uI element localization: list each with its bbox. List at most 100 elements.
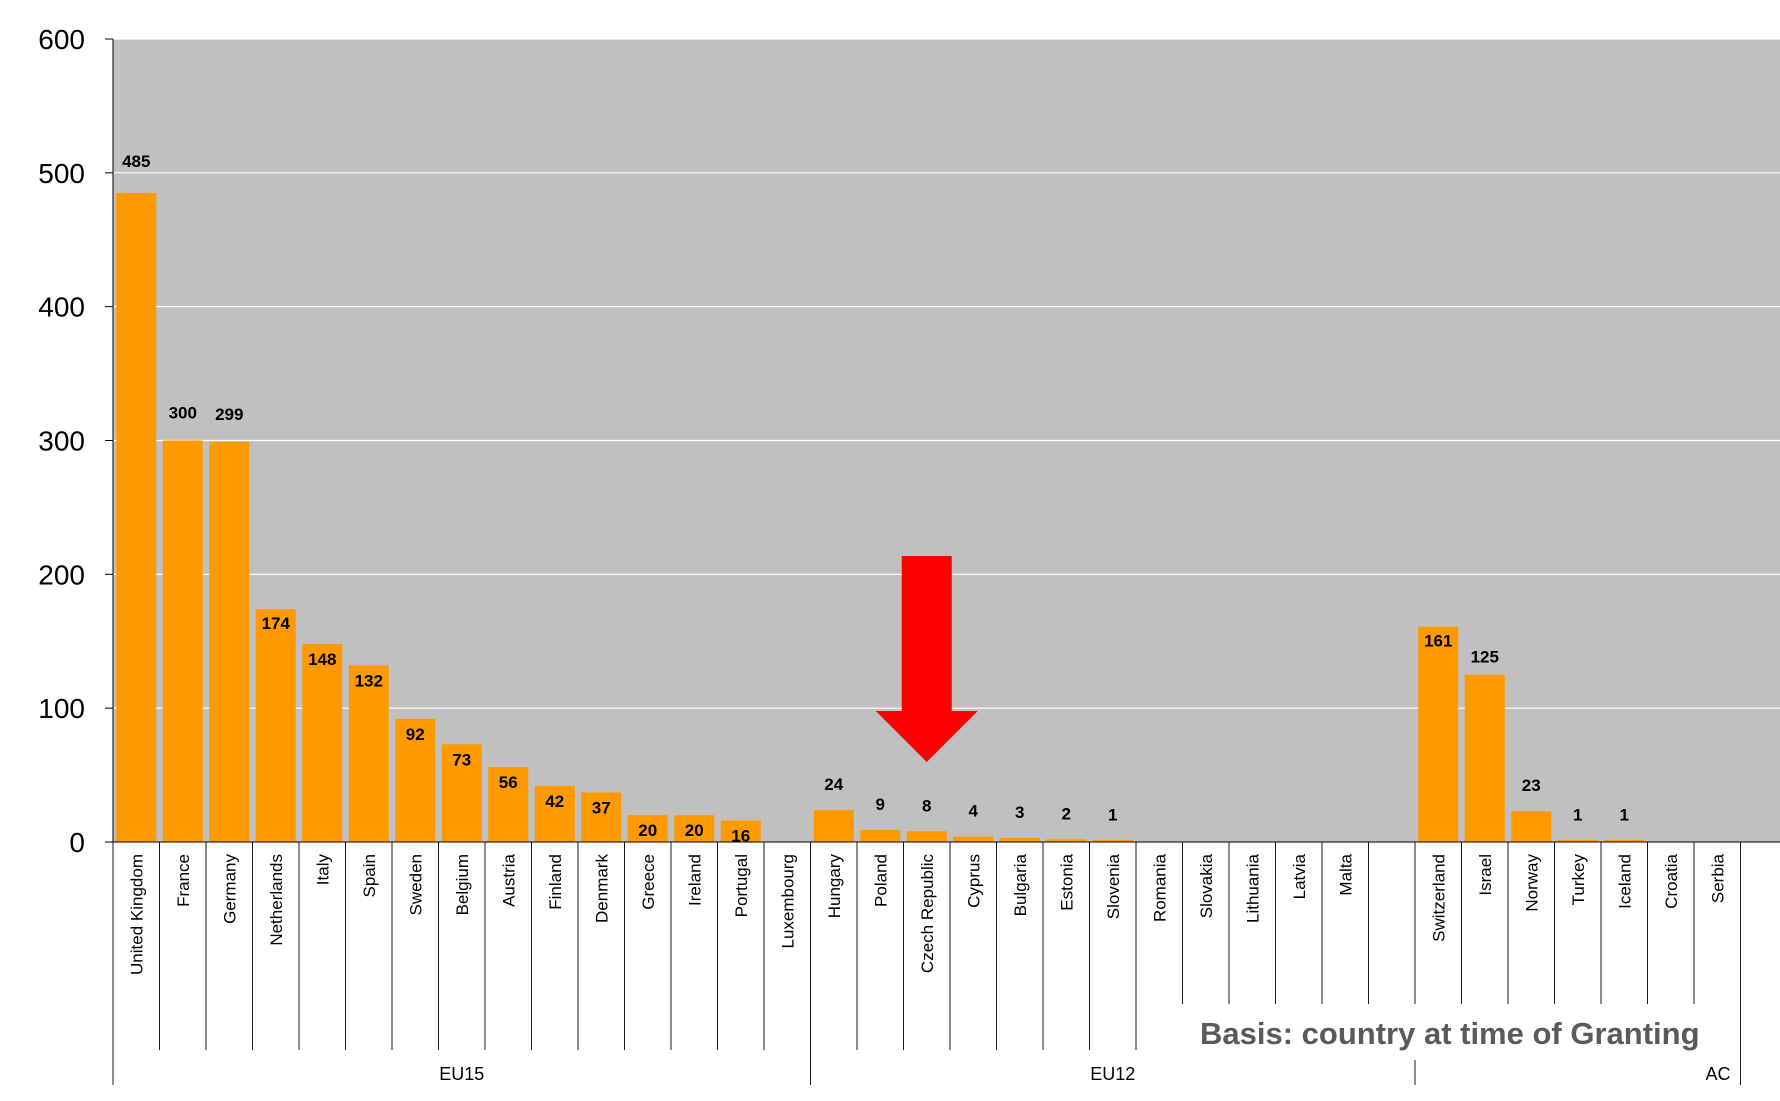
category-label-israel: Israel <box>1476 854 1495 896</box>
category-label-lithuania: Lithuania <box>1243 853 1262 923</box>
category-label-norway: Norway <box>1522 854 1541 912</box>
bar-norway <box>1511 811 1552 842</box>
group-label-eu12: EU12 <box>1090 1064 1135 1084</box>
category-label-slovenia: Slovenia <box>1104 853 1123 919</box>
bar-belgium <box>441 744 482 842</box>
category-label-serbia: Serbia <box>1708 853 1727 903</box>
category-label-italy: Italy <box>313 854 332 886</box>
data-label-hungary: 24 <box>824 775 843 794</box>
data-label-norway: 23 <box>1522 776 1541 795</box>
bar-israel <box>1464 674 1505 842</box>
bar-slovenia <box>1092 840 1133 842</box>
data-label-turkey: 1 <box>1573 806 1582 825</box>
bar-iceland <box>1604 840 1645 842</box>
data-label-switzerland: 161 <box>1424 632 1452 651</box>
data-label-sweden: 92 <box>406 725 425 744</box>
category-label-france: France <box>174 854 193 907</box>
bar-cyprus <box>953 836 994 842</box>
bar-estonia <box>1046 839 1087 842</box>
bar-portugal <box>720 820 761 842</box>
y-tick-label-100: 100 <box>38 693 85 724</box>
category-label-portugal: Portugal <box>732 854 751 917</box>
red-arrow-icon <box>875 556 978 762</box>
data-label-portugal: 16 <box>731 827 750 846</box>
category-label-slovakia: Slovakia <box>1197 853 1216 918</box>
category-label-czech-republic: Czech Republic <box>918 854 937 974</box>
category-label-croatia: Croatia <box>1662 853 1681 908</box>
group-label-eu15: EU15 <box>439 1064 484 1084</box>
category-label-germany: Germany <box>220 854 239 924</box>
category-label-estonia: Estonia <box>1057 853 1076 910</box>
data-labels: 485 300 299 174 148 132 92 73 56 42 37 20 20 16 24 9 8 4 3… <box>122 152 1629 846</box>
y-tick-label-500: 500 <box>38 158 85 189</box>
data-label-germany: 299 <box>215 405 243 424</box>
bar-poland <box>860 829 901 842</box>
category-label-belgium: Belgium <box>453 854 472 915</box>
y-tick-label-600: 600 <box>38 24 85 55</box>
axes: 0 100 200 300 400 500 600 <box>38 24 1780 1085</box>
y-tick-label-200: 200 <box>38 559 85 590</box>
data-label-ireland: 20 <box>685 821 704 840</box>
data-label-spain: 132 <box>355 671 383 690</box>
bar-ireland <box>674 815 715 842</box>
annotations: Basis: country at time of Granting <box>875 556 1740 1060</box>
bar-italy <box>302 643 343 842</box>
category-label-denmark: Denmark <box>592 854 611 923</box>
bar-finland <box>534 785 575 842</box>
bar-austria <box>488 767 529 842</box>
data-label-cyprus: 4 <box>969 802 979 821</box>
bar-sweden <box>395 718 436 842</box>
data-label-slovenia: 1 <box>1108 806 1117 825</box>
category-label-malta: Malta <box>1336 853 1355 895</box>
category-label-netherlands: Netherlands <box>267 854 286 946</box>
category-label-latvia: Latvia <box>1290 853 1309 899</box>
bars <box>116 192 1645 843</box>
bar-spain <box>348 665 389 842</box>
data-label-italy: 148 <box>308 650 336 669</box>
category-label-finland: Finland <box>546 854 565 910</box>
category-label-hungary: Hungary <box>825 854 844 919</box>
bar-netherlands <box>255 609 296 842</box>
category-label-iceland: Iceland <box>1615 854 1634 909</box>
y-tick-label-0: 0 <box>69 827 85 858</box>
y-tick-label-400: 400 <box>38 292 85 323</box>
data-label-france: 300 <box>169 404 197 423</box>
bar-united-kingdom <box>116 192 157 843</box>
data-label-austria: 56 <box>499 773 518 792</box>
data-label-netherlands: 174 <box>262 614 291 633</box>
y-tick-label-300: 300 <box>38 426 85 457</box>
category-label-switzerland: Switzerland <box>1429 854 1448 942</box>
basis-note: Basis: country at time of Granting <box>1200 1016 1700 1051</box>
data-label-israel: 125 <box>1471 648 1499 667</box>
data-label-bulgaria: 3 <box>1015 803 1024 822</box>
category-label-romania: Romania <box>1150 853 1169 922</box>
data-label-estonia: 2 <box>1062 804 1071 823</box>
group-label-ac: AC <box>1705 1064 1730 1084</box>
note-box <box>1180 1004 1740 1060</box>
bar-greece <box>627 815 668 842</box>
bar-denmark <box>581 792 622 842</box>
data-label-denmark: 37 <box>592 798 611 817</box>
category-label-bulgaria: Bulgaria <box>1011 853 1030 916</box>
data-label-belgium: 73 <box>452 750 471 769</box>
bar-hungary <box>813 809 854 842</box>
data-label-finland: 42 <box>545 792 564 811</box>
bar-france <box>162 440 203 842</box>
category-label-cyprus: Cyprus <box>964 854 983 908</box>
bar-czech-republic <box>906 831 947 842</box>
category-label-turkey: Turkey <box>1569 854 1588 906</box>
bar-switzerland <box>1418 626 1459 842</box>
group-labels: EU15 EU12 AC <box>439 1064 1730 1084</box>
category-label-austria: Austria <box>499 853 518 906</box>
category-label-spain: Spain <box>360 854 379 897</box>
category-label-united-kingdom: United Kingdom <box>127 854 146 975</box>
data-label-poland: 9 <box>876 795 885 814</box>
category-label-greece: Greece <box>639 854 658 910</box>
category-label-luxembourg: Luxembourg <box>778 854 797 949</box>
category-label-sweden: Sweden <box>406 854 425 915</box>
bar-germany <box>209 441 250 842</box>
data-label-united-kingdom: 485 <box>122 152 150 171</box>
category-label-poland: Poland <box>871 854 890 907</box>
